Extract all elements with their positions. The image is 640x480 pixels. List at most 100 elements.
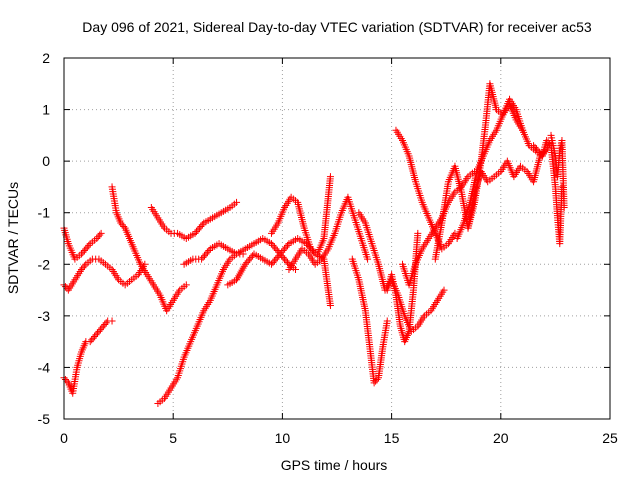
data-point bbox=[241, 260, 249, 268]
data-point bbox=[82, 245, 90, 253]
data-point bbox=[372, 377, 380, 385]
data-point bbox=[560, 204, 568, 212]
data-point bbox=[79, 248, 87, 256]
series-sat-a bbox=[60, 224, 105, 263]
series-sat-t bbox=[547, 131, 568, 212]
data-point bbox=[544, 138, 552, 146]
data-point bbox=[243, 259, 251, 267]
data-point bbox=[270, 257, 278, 265]
data-point bbox=[77, 265, 85, 273]
x-tick-label: 10 bbox=[275, 430, 291, 446]
data-point bbox=[202, 250, 210, 258]
data-point bbox=[269, 259, 277, 267]
y-tick-label: 0 bbox=[42, 153, 50, 169]
data-point bbox=[117, 219, 125, 227]
series-sat-c bbox=[60, 255, 149, 294]
series-sat-r bbox=[464, 147, 548, 232]
data-point bbox=[89, 334, 97, 342]
data-point bbox=[182, 281, 190, 289]
data-point bbox=[244, 257, 252, 265]
data-point bbox=[77, 250, 85, 258]
series-sat-f bbox=[147, 198, 241, 242]
data-point bbox=[80, 247, 88, 255]
data-point bbox=[194, 226, 202, 234]
x-tick-label: 20 bbox=[493, 430, 509, 446]
data-point bbox=[95, 327, 103, 335]
series-sat-h bbox=[224, 235, 334, 310]
data-point bbox=[85, 241, 93, 249]
data-point bbox=[278, 248, 286, 256]
grid-lines bbox=[64, 58, 610, 419]
data-point bbox=[83, 243, 91, 251]
data-point bbox=[272, 245, 280, 253]
data-point bbox=[88, 336, 96, 344]
series-sat-k bbox=[348, 255, 391, 387]
data-point bbox=[98, 324, 106, 332]
data-point bbox=[273, 253, 281, 261]
y-tick-label: -3 bbox=[38, 308, 51, 324]
data-point bbox=[79, 264, 87, 272]
data-point bbox=[197, 222, 205, 230]
y-tick-label: 1 bbox=[42, 102, 50, 118]
data-point bbox=[414, 229, 422, 237]
series-sat-n bbox=[392, 126, 459, 253]
data-point bbox=[281, 255, 289, 263]
x-tick-label: 5 bbox=[169, 430, 177, 446]
data-point bbox=[93, 235, 101, 242]
data-point bbox=[364, 255, 372, 263]
data-point bbox=[93, 329, 101, 337]
data-point bbox=[370, 379, 378, 387]
series-sat-m bbox=[383, 229, 422, 346]
series-sat-p bbox=[431, 80, 527, 263]
data-point bbox=[102, 319, 110, 327]
data-point bbox=[281, 245, 289, 253]
data-point bbox=[267, 240, 275, 248]
data-point bbox=[192, 228, 200, 236]
data-point bbox=[279, 247, 287, 255]
series-sat-j bbox=[285, 193, 372, 273]
data-point bbox=[282, 257, 290, 265]
data-point bbox=[91, 332, 99, 340]
data-point bbox=[534, 147, 542, 155]
series-sat-l bbox=[355, 209, 448, 335]
series-sat-i bbox=[267, 173, 334, 258]
x-axis-label: GPS time / hours bbox=[281, 457, 388, 473]
data-point bbox=[203, 248, 211, 256]
data-point bbox=[326, 302, 334, 310]
data-point bbox=[451, 229, 459, 237]
data-point bbox=[532, 145, 540, 153]
x-tick-label: 0 bbox=[60, 430, 68, 446]
axis-ticks: 0 5 10 15 20 25 -5 -4 -3 -2 -1 0 1 2 bbox=[38, 50, 618, 446]
data-point bbox=[205, 247, 213, 255]
chart-title: Day 096 of 2021, Sidereal Day-to-day VTE… bbox=[82, 19, 592, 35]
data-point bbox=[80, 262, 88, 270]
data-point bbox=[120, 222, 128, 230]
data-point bbox=[535, 149, 543, 157]
y-tick-label: 2 bbox=[42, 50, 50, 66]
series-sat-e bbox=[154, 250, 247, 408]
data-point bbox=[440, 286, 448, 294]
y-tick-label: -1 bbox=[38, 205, 51, 221]
data-point bbox=[92, 331, 100, 339]
data-point bbox=[530, 142, 538, 150]
data-points bbox=[60, 80, 568, 408]
data-point bbox=[233, 198, 241, 206]
data-point bbox=[275, 252, 283, 260]
data-point bbox=[198, 255, 206, 263]
data-point bbox=[292, 265, 300, 273]
y-tick-label: -4 bbox=[38, 359, 51, 375]
data-point bbox=[61, 283, 69, 291]
data-point bbox=[191, 229, 199, 237]
data-point bbox=[61, 375, 69, 383]
data-point bbox=[531, 143, 539, 151]
data-point bbox=[199, 253, 207, 261]
data-point bbox=[272, 255, 280, 263]
data-point bbox=[373, 375, 381, 383]
x-tick-label: 25 bbox=[602, 430, 618, 446]
y-tick-label: -5 bbox=[38, 411, 51, 427]
x-tick-label: 15 bbox=[384, 430, 400, 446]
data-point bbox=[276, 250, 284, 258]
data-point bbox=[383, 317, 391, 325]
y-tick-label: -2 bbox=[38, 256, 51, 272]
